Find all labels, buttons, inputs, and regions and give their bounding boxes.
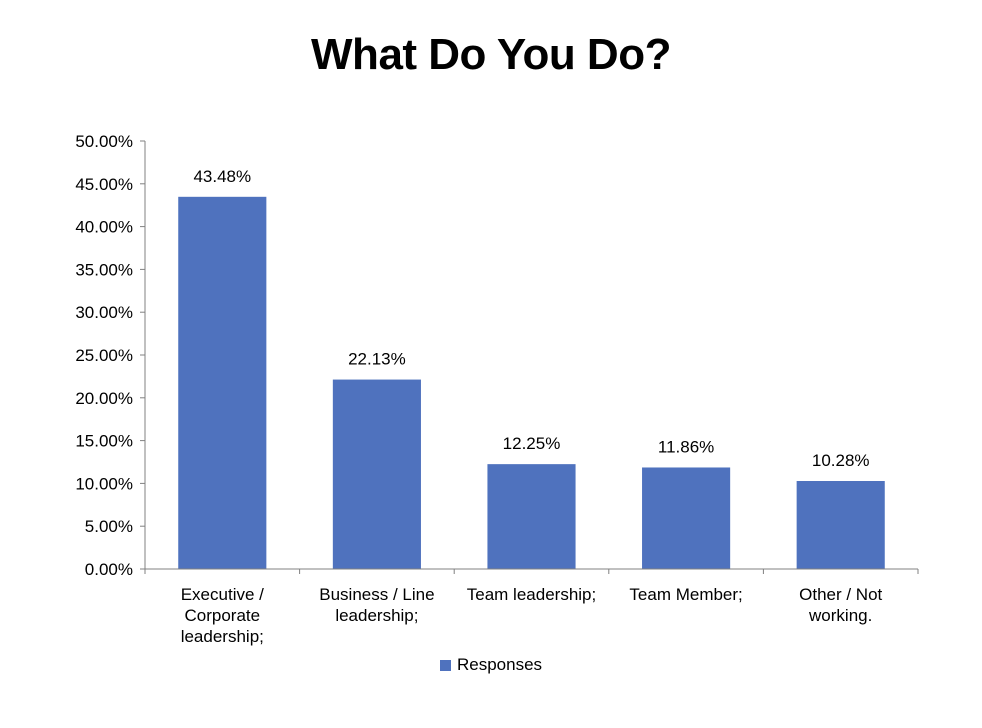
category-label-line: Team leadership;: [467, 585, 596, 604]
category-label-line: Business / Line: [319, 585, 434, 604]
chart-title: What Do You Do?: [311, 30, 671, 79]
y-tick-label: 10.00%: [75, 474, 133, 493]
bar: [487, 464, 576, 569]
y-tick-label: 0.00%: [85, 560, 133, 579]
legend-label: Responses: [456, 655, 543, 674]
category-label: Business / Line leadership;: [319, 585, 434, 625]
category-label: Team Member;: [629, 585, 742, 604]
category-label-line: working.: [808, 606, 872, 625]
legend-swatch: [439, 659, 451, 671]
bar: [796, 481, 885, 569]
data-label: 11.86%: [658, 437, 714, 456]
y-tick-label: 15.00%: [75, 432, 133, 451]
y-tick-label: 5.00%: [85, 517, 133, 536]
bar-chart: 0.00% 5.00% 10.00% 15.00% 20.00% 25.00% 30.00%…: [75, 132, 919, 646]
y-tick-label: 25.00%: [75, 346, 133, 365]
y-tick-label: 20.00%: [75, 389, 133, 408]
legend: Responses: [0, 655, 982, 675]
y-tick-label: 50.00%: [75, 132, 133, 151]
category-label-line: Executive /: [181, 585, 264, 604]
y-tick-label: 40.00%: [75, 218, 133, 237]
data-labels: 43.48% 22.13% 12.25% 11.86% 10.28%: [193, 167, 869, 470]
category-label-line: leadership;: [335, 606, 418, 625]
y-tick-label: 45.00%: [75, 175, 133, 194]
data-label: 10.28%: [812, 451, 870, 470]
category-label-line: Team Member;: [629, 585, 742, 604]
x-axis: Executive / Corporate leadership;Business …: [144, 568, 919, 646]
category-label-line: Other / Not: [799, 585, 882, 604]
bar: [642, 467, 731, 569]
data-label: 22.13%: [348, 350, 406, 369]
bar: [178, 196, 267, 569]
y-tick-label: 30.00%: [75, 303, 133, 322]
category-label-line: Corporate: [184, 606, 260, 625]
bars: [178, 196, 885, 569]
category-label: Team leadership;: [467, 585, 596, 604]
category-label: Other / Not working.: [799, 585, 882, 625]
category-label: Executive / Corporate leadership;: [181, 585, 264, 646]
category-label-line: leadership;: [181, 627, 264, 646]
y-axis: 0.00% 5.00% 10.00% 15.00% 20.00% 25.00% 30.00%…: [75, 132, 146, 579]
data-label: 43.48%: [193, 167, 251, 186]
bar: [332, 379, 421, 569]
data-label: 12.25%: [503, 434, 561, 453]
y-tick-label: 35.00%: [75, 260, 133, 279]
